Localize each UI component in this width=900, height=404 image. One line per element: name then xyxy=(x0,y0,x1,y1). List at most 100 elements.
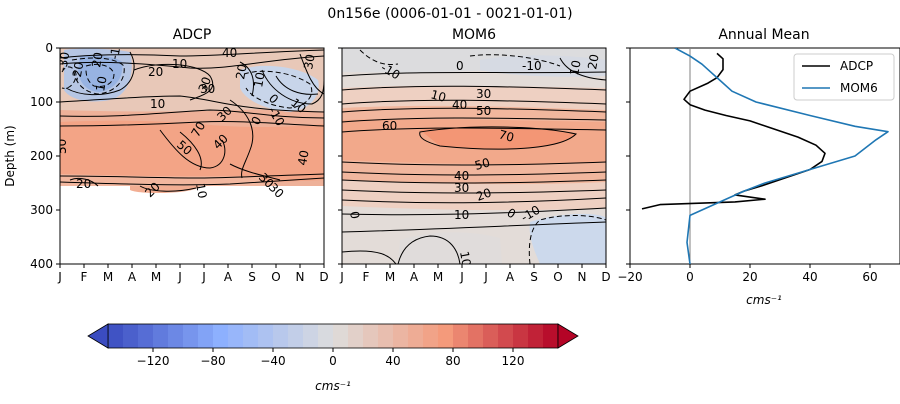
x-tick-label: A xyxy=(410,270,419,284)
contour-label: -30 xyxy=(55,51,72,73)
legend-adcp-label: ADCP xyxy=(840,59,873,73)
adcp-contours xyxy=(60,49,324,192)
contour-label: 70 xyxy=(188,119,208,139)
adcp-fill-core xyxy=(60,120,324,183)
y-tick-label: 0 xyxy=(45,41,53,55)
colorbar-tick-label: 0 xyxy=(329,354,337,368)
x-tick-label: J xyxy=(483,270,488,284)
colorbar-segment xyxy=(258,324,274,348)
colorbar-segment xyxy=(498,324,514,348)
colorbar-tick-label: −40 xyxy=(260,354,285,368)
colorbar-segment xyxy=(138,324,154,348)
colorbar-ticks: −120 −80 −40 0 40 80 120 xyxy=(137,348,524,368)
contour-label: 0 xyxy=(456,59,464,73)
contour-label: 10 xyxy=(150,97,165,111)
colorbar-segment xyxy=(543,324,559,348)
colorbar-segment xyxy=(438,324,454,348)
annual-mean-lines xyxy=(641,48,889,264)
y-axis-label: Depth (m) xyxy=(3,125,17,186)
contour-label: 10 xyxy=(567,59,583,76)
colorbar-segment xyxy=(408,324,424,348)
contour-label: 10 xyxy=(457,250,473,267)
contour-label: 20 xyxy=(233,63,249,80)
contour-label: -10 xyxy=(522,59,542,73)
x-tick-label: O xyxy=(271,270,280,284)
colorbar-label: cms⁻¹ xyxy=(315,379,351,393)
colorbar-segment xyxy=(348,324,364,348)
colorbar-segment xyxy=(528,324,544,348)
contour-label: -20 xyxy=(69,61,86,83)
panel-adcp: ADCP xyxy=(3,27,329,284)
x-tick-label: J xyxy=(177,270,182,284)
x-tick-label: M xyxy=(433,270,443,284)
contour-label: 10 xyxy=(251,71,267,88)
colorbar-segment xyxy=(318,324,334,348)
x-tick-label: −20 xyxy=(617,270,642,284)
colorbar-segment xyxy=(108,324,124,348)
x-tick-label: M xyxy=(151,270,161,284)
mom6-contours xyxy=(342,57,606,264)
colorbar-segment xyxy=(513,324,529,348)
contour-label: 50 xyxy=(55,139,69,154)
adcp-field: 40 10 20 30 10 20 10 30 0 -10 10 30 50 7… xyxy=(55,39,324,264)
x-tick-label: M xyxy=(103,270,113,284)
contour-label: -10 xyxy=(107,39,124,61)
x-tick-label: A xyxy=(224,270,233,284)
mom6-panel-title: MOM6 xyxy=(452,27,496,43)
colorbar-min-extension xyxy=(87,323,109,349)
x-tick-label: J xyxy=(201,270,206,284)
colorbar: −120 −80 −40 0 40 80 120 cms⁻¹ xyxy=(87,323,579,393)
colorbar-segment xyxy=(423,324,439,348)
colorbar-segment xyxy=(198,324,214,348)
contour-label: 40 xyxy=(295,149,311,166)
contour-label: 20 xyxy=(89,51,105,68)
x-tick-label: S xyxy=(530,270,538,284)
contour-label: 20 xyxy=(76,177,91,191)
colorbar-segment xyxy=(123,324,139,348)
colorbar-segment xyxy=(483,324,499,348)
contour-label: 60 xyxy=(382,119,397,133)
colorbar-segment xyxy=(393,324,409,348)
y-tick-label: 300 xyxy=(30,203,53,217)
contour-label: 30 xyxy=(476,87,491,101)
y-tick-label: 100 xyxy=(30,95,53,109)
mom6-fill-negative-deep xyxy=(529,213,606,264)
x-tick-label: 60 xyxy=(862,270,877,284)
mom6-negative-contours xyxy=(359,49,606,264)
annual-mean-ticks: −20 0 20 40 60 xyxy=(617,47,878,284)
x-tick-label: J xyxy=(339,270,344,284)
colorbar-tick-label: −120 xyxy=(137,354,170,368)
contour-label: 30 xyxy=(454,181,469,195)
contour-label: 40 xyxy=(222,46,237,60)
panel-annual-mean: Annual Mean −20 0 20 40 60 cms⁻¹ ADCP MOM6 xyxy=(617,27,900,307)
contour-label: 20 xyxy=(148,65,163,79)
colorbar-segment xyxy=(243,324,259,348)
mom6-fill-negative-surface xyxy=(480,55,606,77)
contour-label: 20 xyxy=(585,53,601,70)
x-tick-label: 20 xyxy=(742,270,757,284)
colorbar-segment xyxy=(183,324,199,348)
x-tick-label: S xyxy=(248,270,256,284)
colorbar-segment xyxy=(363,324,379,348)
y-tick-label: 200 xyxy=(30,149,53,163)
contour-label: 40 xyxy=(452,98,467,112)
contour-label: 50 xyxy=(476,104,491,118)
colorbar-segment xyxy=(303,324,319,348)
contour-label: 40 xyxy=(454,169,469,183)
colorbar-segment xyxy=(453,324,469,348)
x-tick-label: J xyxy=(57,270,62,284)
contour-label: 10 xyxy=(429,87,447,104)
series-line-mom6 xyxy=(674,48,889,264)
colorbar-segment xyxy=(378,324,394,348)
colorbar-tick-label: 40 xyxy=(385,354,400,368)
legend-mom6-label: MOM6 xyxy=(840,81,878,95)
contour-label: 10 xyxy=(454,208,469,222)
colorbar-segment xyxy=(288,324,304,348)
contour-label: 50 xyxy=(473,155,491,172)
mom6-fill-deep-neutral xyxy=(398,232,502,264)
colorbar-max-extension xyxy=(557,323,579,349)
annual-mean-title: Annual Mean xyxy=(718,27,809,43)
colorbar-tick-label: −80 xyxy=(200,354,225,368)
mom6-fill-jet-max xyxy=(420,126,576,150)
